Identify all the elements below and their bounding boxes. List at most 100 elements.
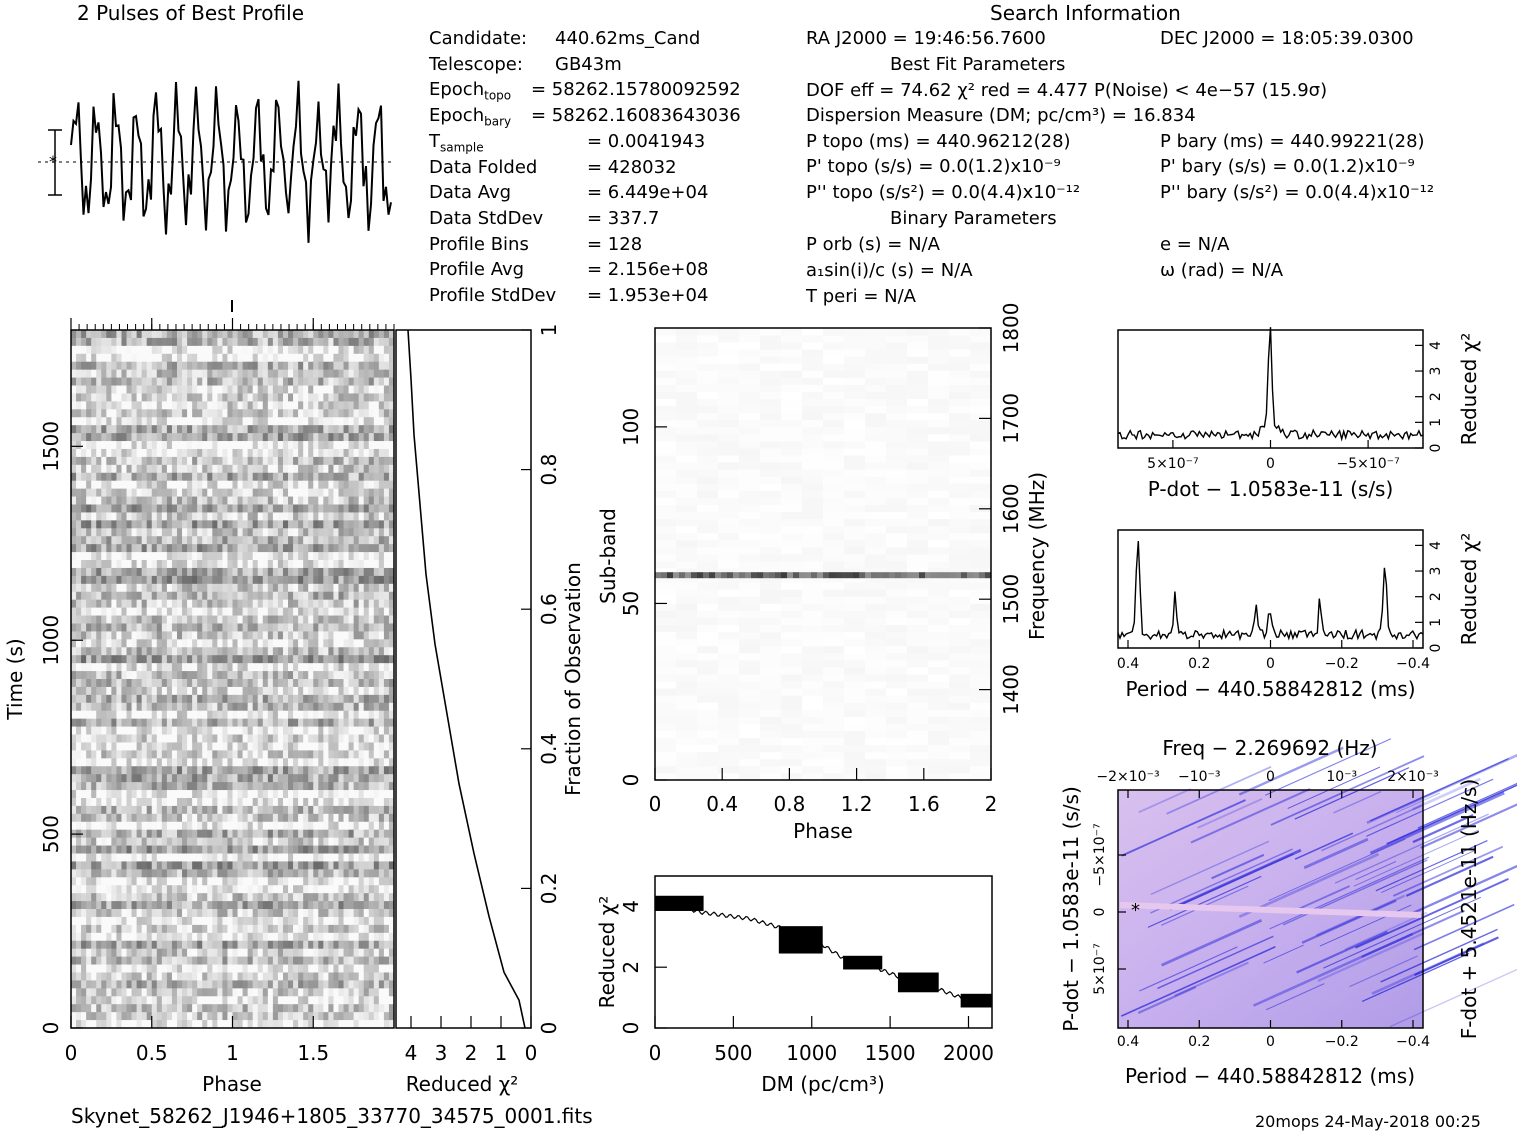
heat-cell [378,583,385,593]
heat-cell [378,671,385,680]
heat-cell [136,520,143,529]
heat-cell [217,805,223,815]
heat-cell [151,639,158,648]
heat-cell [262,869,269,878]
heat-cell [323,353,329,363]
heat-cell [383,718,390,727]
heat-cell [227,940,233,950]
heat-cell [388,655,395,664]
heat-cell [298,813,304,823]
heat-cell [176,353,183,363]
heat-cell [222,552,228,561]
heat-cell [217,940,223,950]
heat-cell [328,797,334,807]
heat-cell [146,774,153,783]
heat-cell [288,496,294,505]
heat-cell [277,441,284,450]
heat-cell [293,885,299,894]
heat-cell [161,353,168,363]
heat-cell [328,932,334,942]
heat-cell [363,758,370,767]
heat-cell [303,377,309,386]
heat-cell [151,924,158,934]
heat-cell [373,591,380,601]
heat-cell [101,583,107,593]
heat-cell [318,686,324,696]
heat-cell [318,472,324,482]
heat-cell [313,330,319,339]
heat-cell [136,647,143,656]
heat-cell [187,496,193,505]
heat-cell [111,361,117,371]
heat-cell [247,448,254,458]
heat-cell [237,353,243,363]
heat-cell [227,417,233,426]
heat-cell [101,861,107,870]
heat-cell [227,909,233,918]
heat-cell [323,932,329,942]
heat-cell [86,694,92,704]
heat-cell [247,441,254,450]
heat-cell [298,480,304,490]
heat-cell [161,536,168,545]
heat-cell [328,623,334,632]
heat-cell [161,909,168,918]
heat-cell [116,567,122,577]
heat-cell [156,369,163,378]
heat-cell [81,433,87,442]
heat-cell [293,361,299,371]
heat-cell [373,488,380,497]
heat-cell [348,330,355,339]
heat-cell [207,924,213,934]
heat-cell [156,441,163,450]
heat-cell [101,472,107,482]
heat-cell [272,710,279,720]
heat-cell [373,575,380,585]
heat-cell [187,750,193,759]
heat-cell [262,821,269,831]
heat-cell [353,377,360,386]
heat-cell [373,726,380,735]
heat-cell [313,718,319,727]
heat-cell [182,544,188,553]
heat-cell [207,869,213,878]
heat-cell [262,909,269,918]
heat-cell [303,330,309,339]
heat-cell [338,885,344,894]
heat-cell [388,464,395,474]
heat-cell [313,448,319,458]
heat-cell [151,536,158,545]
heat-cell [262,774,269,783]
heat-cell [328,663,334,672]
heat-cell [338,401,344,410]
heat-cell [91,790,97,799]
heat-cell [383,409,390,418]
heat-cell [242,536,249,545]
heat-cell [207,560,213,569]
heat-cell [373,552,380,561]
heat-cell [313,758,319,767]
heat-cell [257,504,264,513]
heat-cell [146,853,153,862]
heat-cell [328,790,334,799]
heat-cell [388,805,395,815]
heat-cell [247,647,254,656]
heat-cell [187,790,193,799]
heat-cell [247,639,254,648]
heat-cell [237,821,243,831]
heat-cell [353,742,360,751]
heat-cell [222,932,228,942]
heat-cell [298,409,304,418]
heat-cell [363,940,370,950]
heat-cell [222,369,228,378]
heat-cell [222,805,228,815]
heat-cell [348,353,355,363]
heat-cell [242,337,249,347]
heat-cell [227,924,233,934]
heat-cell [237,536,243,545]
heat-cell [338,337,344,347]
heat-cell [267,782,274,791]
heat-cell [161,560,168,569]
heat-cell [383,853,390,862]
heat-cell [176,599,183,609]
